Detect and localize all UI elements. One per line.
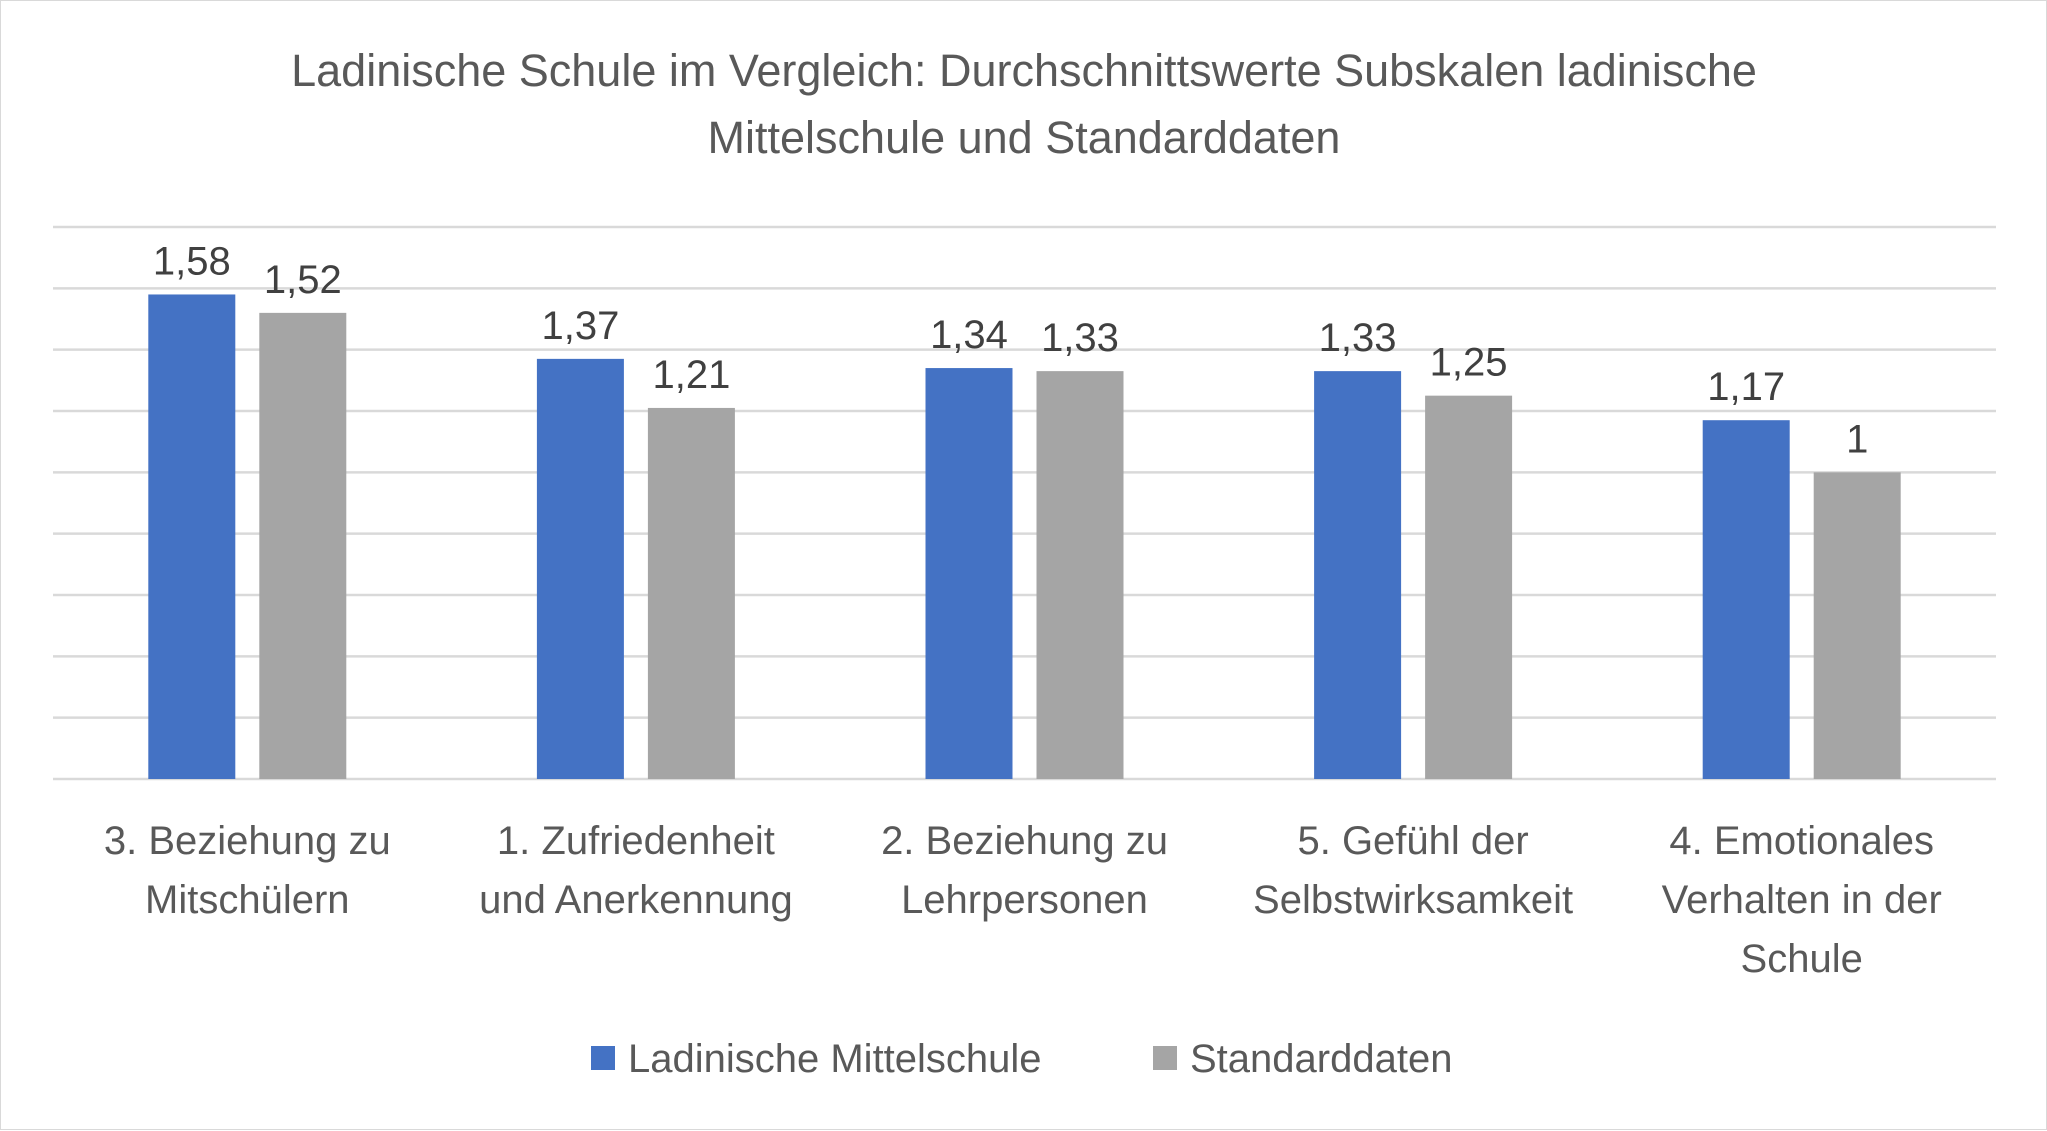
bar-standarddaten (1425, 395, 1513, 779)
category-axis-labels: 3. Beziehung zu Mitschülern 1. Zufriedenhe… (104, 819, 1942, 981)
category-label: Schule (1741, 937, 1863, 981)
category-label: Mitschülern (145, 878, 350, 922)
data-label: 1,21 (652, 353, 730, 397)
category-label: 5. Gefühl der (1297, 819, 1528, 863)
legend: Ladinische Mittelschule Standarddaten (591, 1037, 1452, 1081)
data-label: 1,37 (541, 304, 619, 348)
legend-swatch-standarddaten (1153, 1046, 1177, 1070)
bar-ladinische-mittelschule (1314, 371, 1402, 779)
bar-ladinische-mittelschule (1702, 420, 1790, 779)
bars (148, 294, 1901, 779)
chart-title-line-2: Mittelschule und Standarddaten (708, 112, 1341, 163)
category-label: Lehrpersonen (901, 878, 1148, 922)
data-labels: 1,58 1,52 1,37 1,21 1,34 1,33 1,33 1,25 1,17 1 (153, 239, 1868, 461)
category-label: Selbstwirksamkeit (1253, 878, 1573, 922)
data-label: 1,52 (264, 258, 342, 302)
bar-standarddaten (1813, 472, 1901, 779)
category-label: Verhalten in der (1662, 878, 1942, 922)
data-label: 1,33 (1041, 316, 1119, 360)
bar-standarddaten (1036, 371, 1124, 779)
bar-standarddaten (647, 407, 735, 779)
legend-swatch-ladinische-mittelschule (591, 1046, 615, 1070)
data-label: 1,25 (1430, 341, 1508, 385)
data-label: 1,17 (1707, 365, 1785, 409)
category-label: 2. Beziehung zu (881, 819, 1168, 863)
gridlines (53, 225, 1996, 781)
category-label: und Anerkennung (479, 878, 793, 922)
data-label: 1,58 (153, 239, 231, 283)
data-label: 1 (1846, 417, 1868, 461)
bar-ladinische-mittelschule (536, 358, 624, 779)
bar-ladinische-mittelschule (925, 368, 1013, 779)
legend-label-standarddaten: Standarddaten (1190, 1037, 1452, 1081)
category-label: 3. Beziehung zu (104, 819, 391, 863)
data-label: 1,33 (1319, 316, 1397, 360)
bar-ladinische-mittelschule (148, 294, 236, 779)
category-label: 1. Zufriedenheit (497, 819, 775, 863)
chart-title: Ladinische Schule im Vergleich: Durchsch… (291, 45, 1757, 163)
chart-title-line-1: Ladinische Schule im Vergleich: Durchsch… (291, 45, 1757, 96)
category-label: 4. Emotionales (1669, 819, 1934, 863)
bar-standarddaten (259, 312, 347, 779)
data-label: 1,34 (930, 313, 1008, 357)
legend-label-ladinische-mittelschule: Ladinische Mittelschule (628, 1037, 1042, 1081)
